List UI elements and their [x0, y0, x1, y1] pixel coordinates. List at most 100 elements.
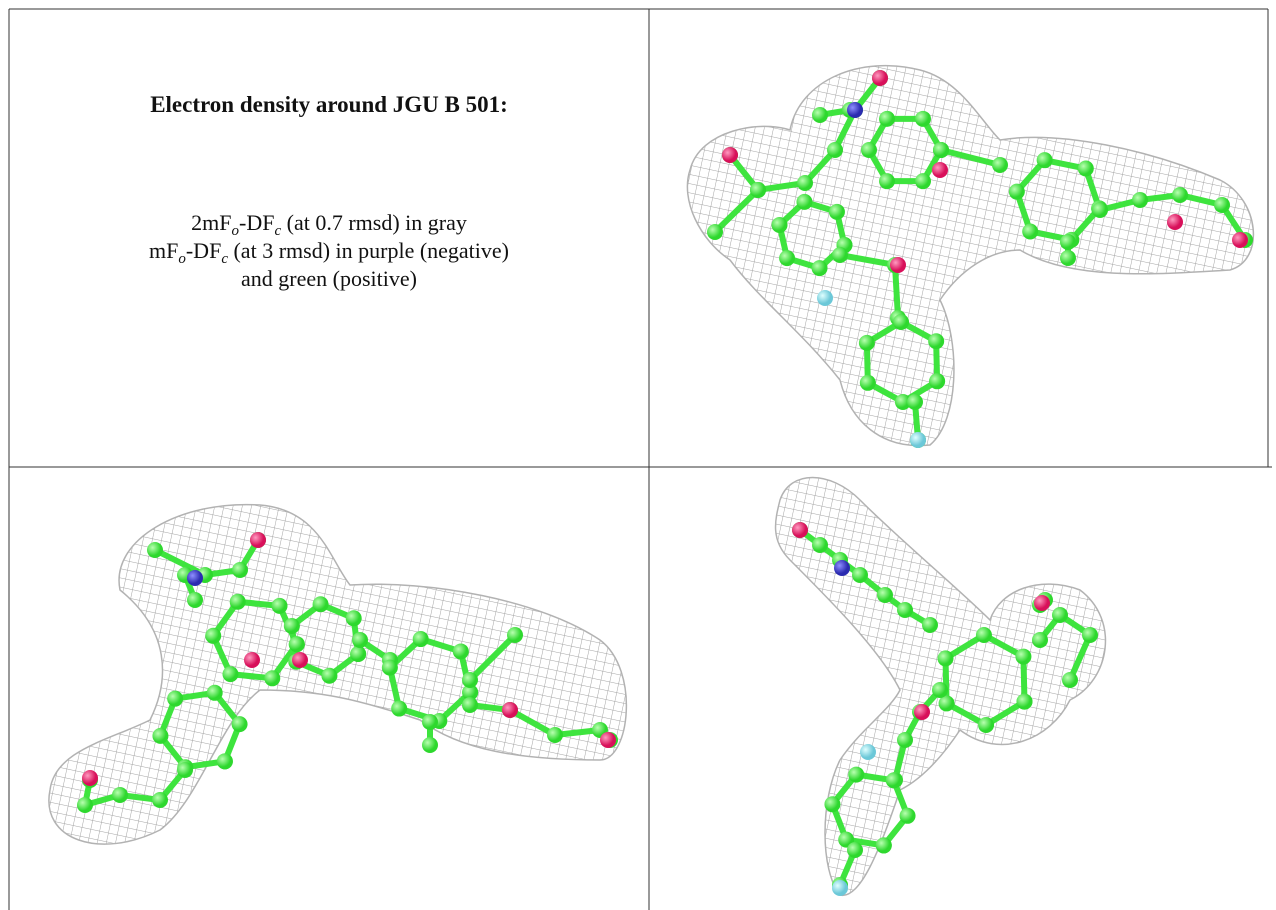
atom	[992, 157, 1008, 173]
bond	[467, 632, 518, 683]
atom	[859, 374, 876, 391]
table-frame	[8, 8, 1272, 910]
atom	[932, 162, 948, 178]
atom	[922, 617, 938, 633]
bond	[1037, 612, 1093, 682]
atom	[978, 716, 995, 733]
atom	[928, 333, 945, 350]
atom	[1232, 232, 1248, 248]
atom	[1214, 197, 1230, 213]
legend-line: and green (positive)	[241, 266, 417, 291]
bond	[153, 538, 261, 578]
atom	[861, 142, 877, 158]
atom	[796, 193, 813, 210]
atom	[229, 593, 246, 610]
bond	[940, 147, 1001, 168]
atom	[707, 224, 723, 240]
atom	[1015, 648, 1032, 665]
atom	[222, 666, 239, 683]
atom	[771, 216, 788, 233]
atom	[877, 587, 893, 603]
atom	[847, 102, 863, 118]
atom	[264, 670, 281, 687]
atom	[391, 700, 408, 717]
atom	[462, 697, 478, 713]
atom	[885, 772, 902, 789]
atom	[216, 753, 233, 770]
atom	[894, 393, 911, 410]
atom	[858, 334, 875, 351]
atom	[1077, 160, 1094, 177]
atom	[452, 643, 469, 660]
atom	[817, 290, 833, 306]
atom	[933, 142, 949, 158]
atom	[812, 537, 828, 553]
atom	[915, 110, 931, 127]
atom	[915, 173, 931, 190]
molecule-views	[48, 64, 1255, 896]
atom	[811, 260, 828, 277]
atom	[832, 880, 848, 896]
atom	[860, 744, 876, 760]
atom	[879, 173, 895, 190]
atom	[187, 592, 203, 608]
atom	[205, 627, 222, 644]
atom	[1008, 183, 1025, 200]
atom	[938, 695, 955, 712]
atom	[206, 684, 223, 701]
atom	[812, 107, 828, 123]
atom	[910, 432, 926, 448]
atom	[250, 532, 266, 548]
atom	[975, 627, 992, 644]
atom	[112, 787, 128, 803]
atom	[792, 522, 808, 538]
atom	[848, 766, 865, 783]
atom	[937, 650, 954, 667]
atom	[750, 182, 766, 198]
atom	[1032, 632, 1048, 648]
atom	[1022, 223, 1039, 240]
bond	[892, 687, 943, 781]
atom	[1036, 152, 1053, 169]
atom	[502, 702, 518, 718]
atom	[827, 142, 843, 158]
atom	[422, 737, 438, 753]
atom	[1062, 672, 1078, 688]
atom	[914, 704, 930, 720]
atom	[929, 373, 946, 390]
atom	[547, 727, 563, 743]
atom	[321, 667, 338, 684]
atom	[350, 646, 367, 663]
atom	[412, 631, 429, 648]
atom	[1052, 607, 1068, 623]
atom	[507, 627, 523, 643]
atom	[875, 837, 892, 854]
atom	[283, 617, 300, 634]
atom	[292, 652, 308, 668]
atom	[852, 567, 868, 583]
atom	[1060, 234, 1076, 250]
atom	[897, 602, 913, 618]
atom	[288, 636, 305, 653]
atom	[872, 70, 888, 86]
atom	[1060, 250, 1076, 266]
atom	[244, 652, 260, 668]
legend-line: mFo-DFc (at 3 rmsd) in purple (negative)	[149, 238, 509, 267]
atom	[1016, 693, 1033, 710]
atom	[462, 672, 478, 688]
atom	[1034, 595, 1050, 611]
atom	[932, 682, 948, 698]
atom	[899, 807, 916, 824]
atom	[1082, 627, 1098, 643]
atom	[828, 203, 845, 220]
atom	[82, 770, 98, 786]
atom	[147, 542, 163, 558]
atom	[232, 562, 248, 578]
atom	[834, 560, 850, 576]
atom	[312, 596, 329, 613]
atom	[177, 762, 193, 778]
atom	[824, 796, 841, 813]
atom	[422, 714, 438, 730]
atom	[231, 716, 248, 733]
